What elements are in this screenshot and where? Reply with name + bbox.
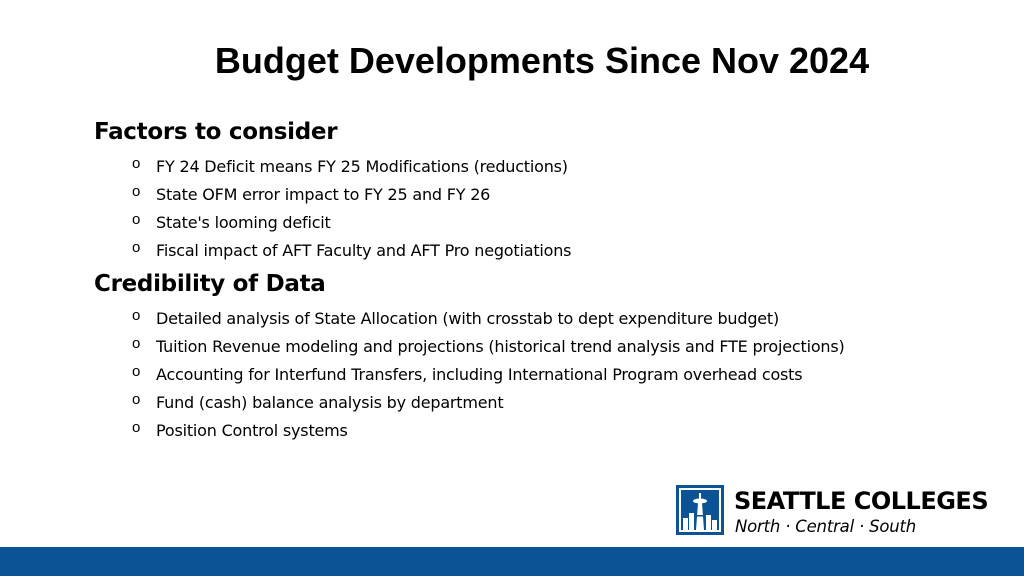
- bullet-marker-icon: o: [132, 211, 141, 228]
- list-item: o Fiscal impact of AFT Faculty and AFT P…: [132, 239, 572, 269]
- bullet-marker-icon: o: [132, 307, 141, 324]
- list-item: o Accounting for Interfund Transfers, in…: [132, 363, 845, 393]
- footer-bar: [0, 547, 1024, 576]
- logo-campuses: North · Central · South: [735, 517, 917, 536]
- list-item: o FY 24 Deficit means FY 25 Modification…: [132, 155, 571, 185]
- bullet-marker-icon: o: [132, 183, 141, 200]
- list-item: o Fund (cash) balance analysis by depart…: [132, 391, 845, 421]
- list-item: o State's looming deficit: [132, 211, 571, 241]
- bullet-text: Tuition Revenue modeling and projections…: [156, 337, 845, 356]
- bullet-list-factors: o FY 24 Deficit means FY 25 Modification…: [132, 155, 572, 269]
- bullet-text: Position Control systems: [156, 421, 348, 440]
- list-item: o Detailed analysis of State Allocation …: [132, 307, 845, 337]
- bullet-text: Accounting for Interfund Transfers, incl…: [156, 365, 803, 384]
- bullet-marker-icon: o: [132, 391, 141, 408]
- bullet-text: State's looming deficit: [156, 213, 331, 232]
- logo-name: SEATTLE COLLEGES: [734, 487, 989, 515]
- bullet-text: State OFM error impact to FY 25 and FY 2…: [156, 185, 491, 204]
- bullet-marker-icon: o: [132, 155, 141, 172]
- list-item: o Tuition Revenue modeling and projectio…: [132, 335, 845, 365]
- space-needle-skyline-icon: [676, 485, 724, 535]
- bullet-text: Fiscal impact of AFT Faculty and AFT Pro…: [156, 241, 572, 260]
- bullet-marker-icon: o: [132, 335, 141, 352]
- bullet-text: Detailed analysis of State Allocation (w…: [156, 309, 780, 328]
- bullet-marker-icon: o: [132, 419, 141, 436]
- bullet-text: FY 24 Deficit means FY 25 Modifications …: [156, 157, 568, 176]
- list-item: o Position Control systems: [132, 419, 845, 449]
- section-heading-factors: Factors to consider: [94, 119, 338, 145]
- bullet-marker-icon: o: [132, 239, 141, 256]
- seattle-colleges-logo: SEATTLE COLLEGES North · Central · South: [676, 485, 989, 537]
- slide-title: Budget Developments Since Nov 2024: [214, 40, 870, 81]
- bullet-list-credibility: o Detailed analysis of State Allocation …: [132, 307, 845, 449]
- list-item: o State OFM error impact to FY 25 and FY…: [132, 183, 571, 213]
- bullet-text: Fund (cash) balance analysis by departme…: [156, 393, 504, 412]
- bullet-marker-icon: o: [132, 363, 141, 380]
- section-heading-credibility: Credibility of Data: [94, 271, 326, 297]
